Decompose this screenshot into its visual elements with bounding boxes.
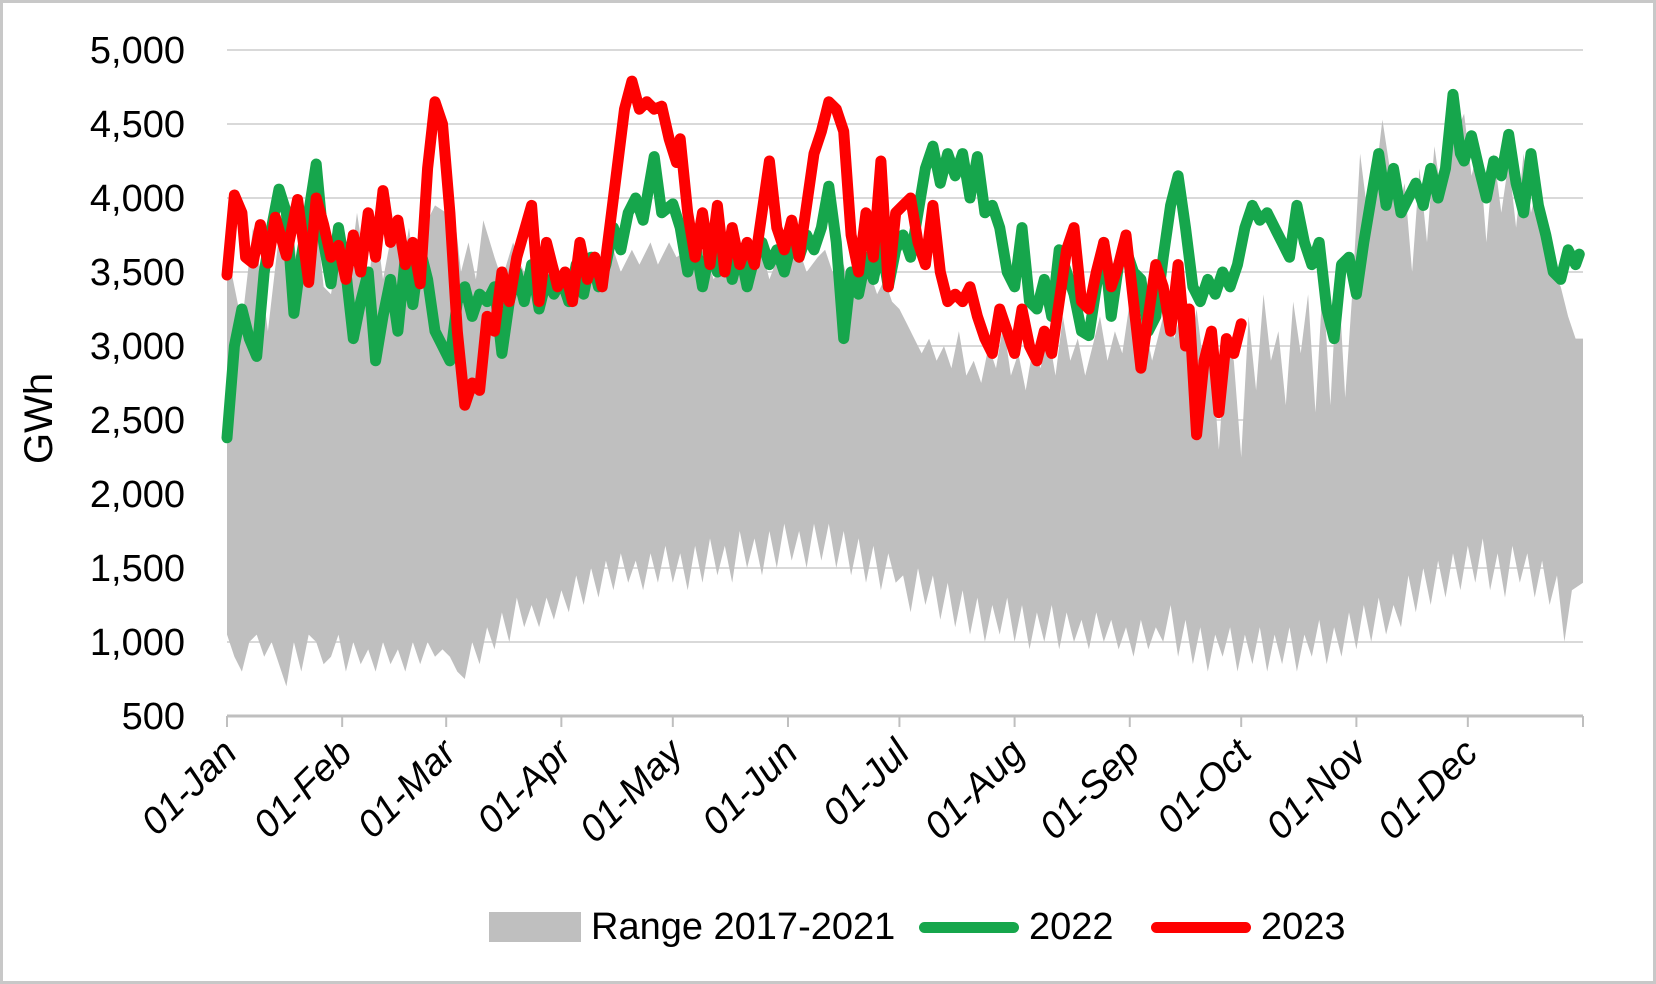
legend: Range 2017-2021 2022 2023 (3, 901, 1653, 961)
chart-canvas: 500 1,000 1,500 2,000 2,500 3,000 3,500 4,000 4,… (90, 30, 1585, 851)
x-tick-label: 01-Jan (133, 732, 245, 844)
x-tick-label: 01-Aug (917, 732, 1033, 848)
line-2023-swatch-icon (1151, 921, 1251, 933)
legend-item-range: Range 2017-2021 (489, 901, 895, 953)
y-tick-label: 2,000 (90, 474, 185, 516)
x-tick-label: 01-Jul (815, 731, 919, 835)
y-tick-label: 4,500 (90, 104, 185, 146)
y-tick-label: 3,500 (90, 252, 185, 294)
y-tick-label: 1,000 (90, 622, 185, 664)
series-line-2022 (221, 88, 1585, 444)
y-tick-label: 4,000 (90, 178, 185, 220)
x-tick-label: 01-Mar (350, 731, 466, 847)
y-axis-title: GWh (17, 372, 61, 464)
legend-item-2023: 2023 (1151, 901, 1346, 953)
y-tick-label: 500 (122, 696, 185, 738)
y-tick-label: 5,000 (90, 30, 185, 72)
y-tick-label: 3,000 (90, 326, 185, 368)
legend-label-2023: 2023 (1261, 905, 1346, 948)
x-tick-label: 01-Sep (1032, 732, 1148, 848)
line-2022-swatch-icon (919, 921, 1019, 933)
series-line-2023 (221, 75, 1247, 441)
range-band-2017-2021 (227, 113, 1583, 687)
x-tick-label: 01-Oct (1149, 731, 1260, 842)
legend-item-2022: 2022 (919, 901, 1114, 953)
x-tick-label: 01-Dec (1370, 732, 1486, 848)
legend-label-2022: 2022 (1029, 905, 1114, 948)
legend-label-range: Range 2017-2021 (591, 905, 896, 948)
x-tick-label: 01-Apr (469, 731, 580, 842)
x-tick-label: 01-Jun (694, 732, 806, 844)
x-tick-label: 01-Nov (1258, 730, 1376, 848)
x-tick-label: 01-May (572, 730, 693, 851)
x-tick-label: 01-Feb (246, 732, 361, 847)
range-band-swatch-icon (489, 912, 581, 942)
y-tick-label: 2,500 (90, 400, 185, 442)
y-tick-label: 1,500 (90, 548, 185, 590)
